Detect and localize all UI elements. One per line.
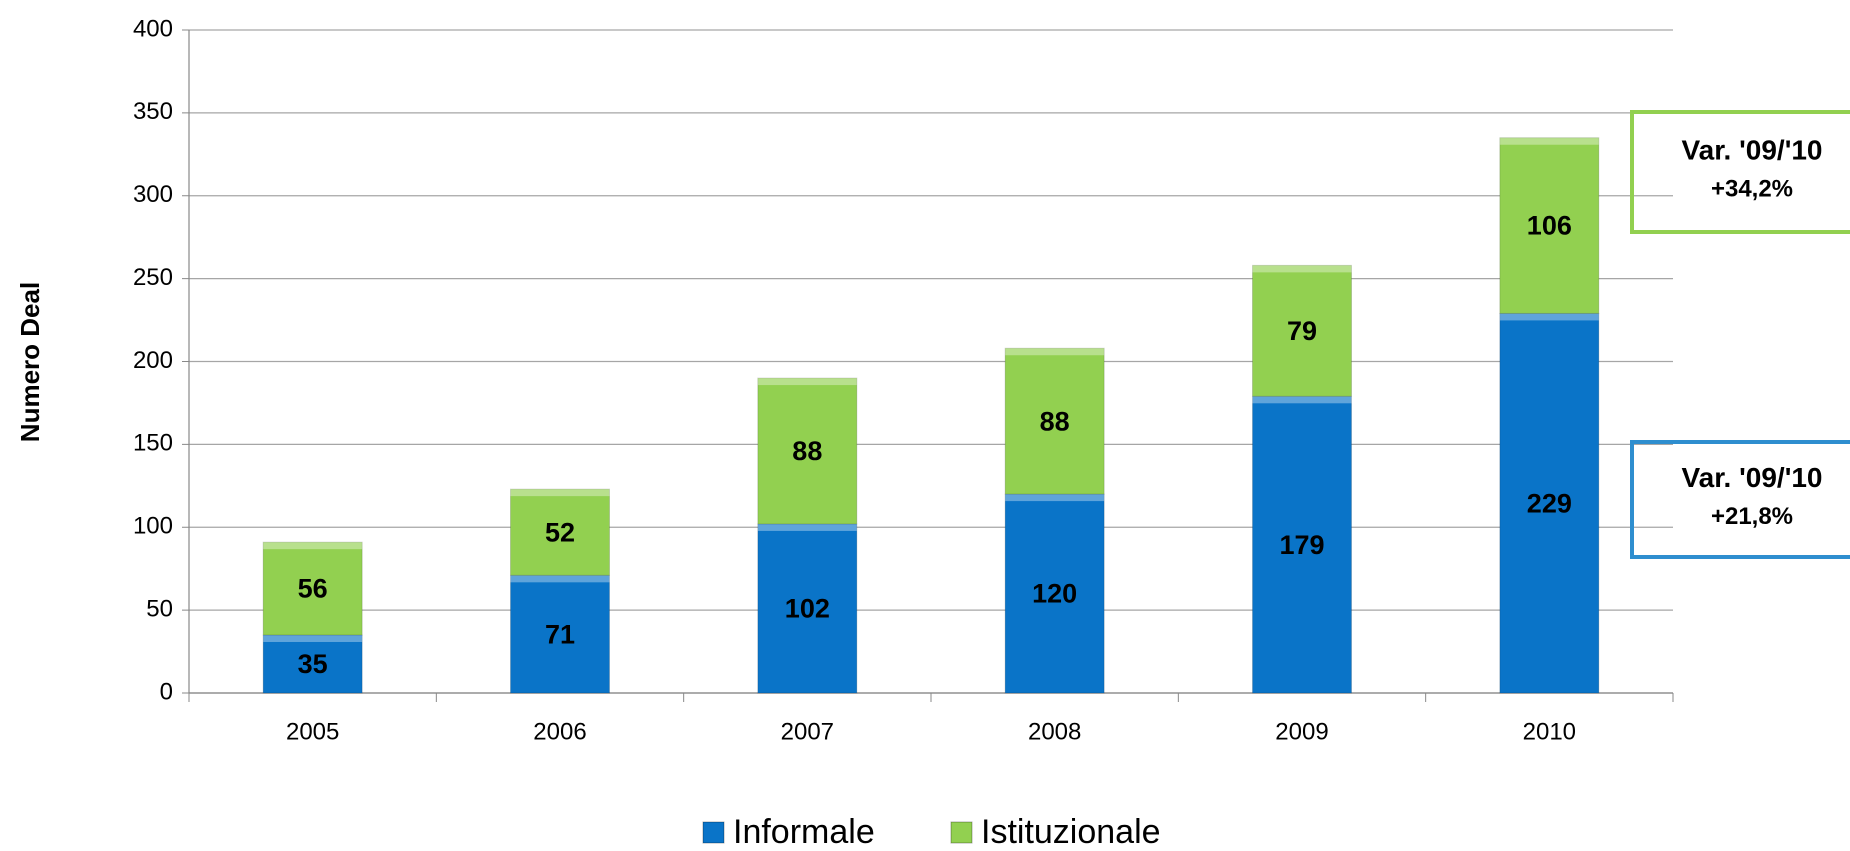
bar-segment: [1004, 493, 1105, 694]
data-label: 79: [1287, 316, 1317, 346]
annotation-box: [1630, 110, 1850, 234]
bar-highlight: [1252, 265, 1352, 273]
bar-segment: [1252, 264, 1352, 397]
annotation-box: [1630, 440, 1850, 559]
bar-segment: [262, 634, 363, 694]
legend-label: Istituzionale: [981, 813, 1161, 851]
y-tick-label: 350: [133, 98, 173, 125]
bar-highlight: [1005, 494, 1105, 502]
bar-highlight: [757, 523, 857, 531]
bar-highlight: [1499, 137, 1599, 145]
y-tick-label: 400: [133, 15, 173, 42]
data-label: 56: [298, 574, 328, 604]
x-tick-label: 2008: [1028, 718, 1081, 745]
x-tick-label: 2006: [533, 718, 586, 745]
bar-segment: [757, 523, 858, 694]
x-tick-label: 2009: [1275, 718, 1328, 745]
bar-highlight: [757, 378, 857, 386]
x-tick-label: 2007: [781, 718, 834, 745]
data-label: 106: [1527, 211, 1572, 241]
bar-highlight: [510, 575, 610, 583]
bar-segment: [1252, 395, 1352, 694]
data-label: 102: [785, 594, 830, 624]
y-tick-label: 150: [133, 430, 173, 457]
data-label: 88: [792, 436, 822, 466]
legend-swatch: [950, 821, 973, 844]
bar-highlight: [1499, 313, 1599, 321]
data-label: 35: [298, 649, 328, 679]
bar-highlight: [263, 634, 363, 642]
data-label: 179: [1279, 530, 1324, 560]
bar-segment: [1499, 137, 1600, 314]
data-label: 120: [1032, 579, 1077, 609]
data-label: 71: [545, 619, 575, 649]
y-tick-label: 50: [146, 595, 173, 622]
data-label: 88: [1040, 406, 1070, 436]
bar-segment: [510, 488, 610, 576]
bar-highlight: [263, 542, 363, 550]
bar-segment: [1004, 347, 1105, 495]
data-label: 52: [545, 517, 575, 547]
annotation-text: +34,2%: [1711, 175, 1793, 202]
x-tick-label: 2010: [1523, 718, 1576, 745]
annotation-text: Var. '09/'10: [1682, 462, 1823, 493]
bar-segment: [510, 574, 610, 694]
y-axis-label: Numero Deal: [15, 282, 45, 442]
legend-swatch: [702, 821, 725, 844]
annotation-text: Var. '09/'10: [1682, 134, 1823, 165]
y-tick-label: 100: [133, 513, 173, 540]
annotation-text: +21,8%: [1711, 503, 1793, 530]
bar-segment: [262, 541, 363, 636]
bar-segment: [757, 377, 858, 525]
y-tick-label: 0: [160, 678, 173, 705]
data-label: 229: [1527, 488, 1572, 518]
y-tick-label: 250: [133, 264, 173, 291]
bar-segment: [1499, 312, 1600, 694]
x-tick-label: 2005: [286, 718, 339, 745]
bar-highlight: [1005, 348, 1105, 356]
bar-highlight: [510, 489, 610, 497]
y-tick-label: 300: [133, 181, 173, 208]
y-tick-label: 200: [133, 347, 173, 374]
legend-label: Informale: [733, 813, 875, 851]
bar-highlight: [1252, 396, 1352, 404]
